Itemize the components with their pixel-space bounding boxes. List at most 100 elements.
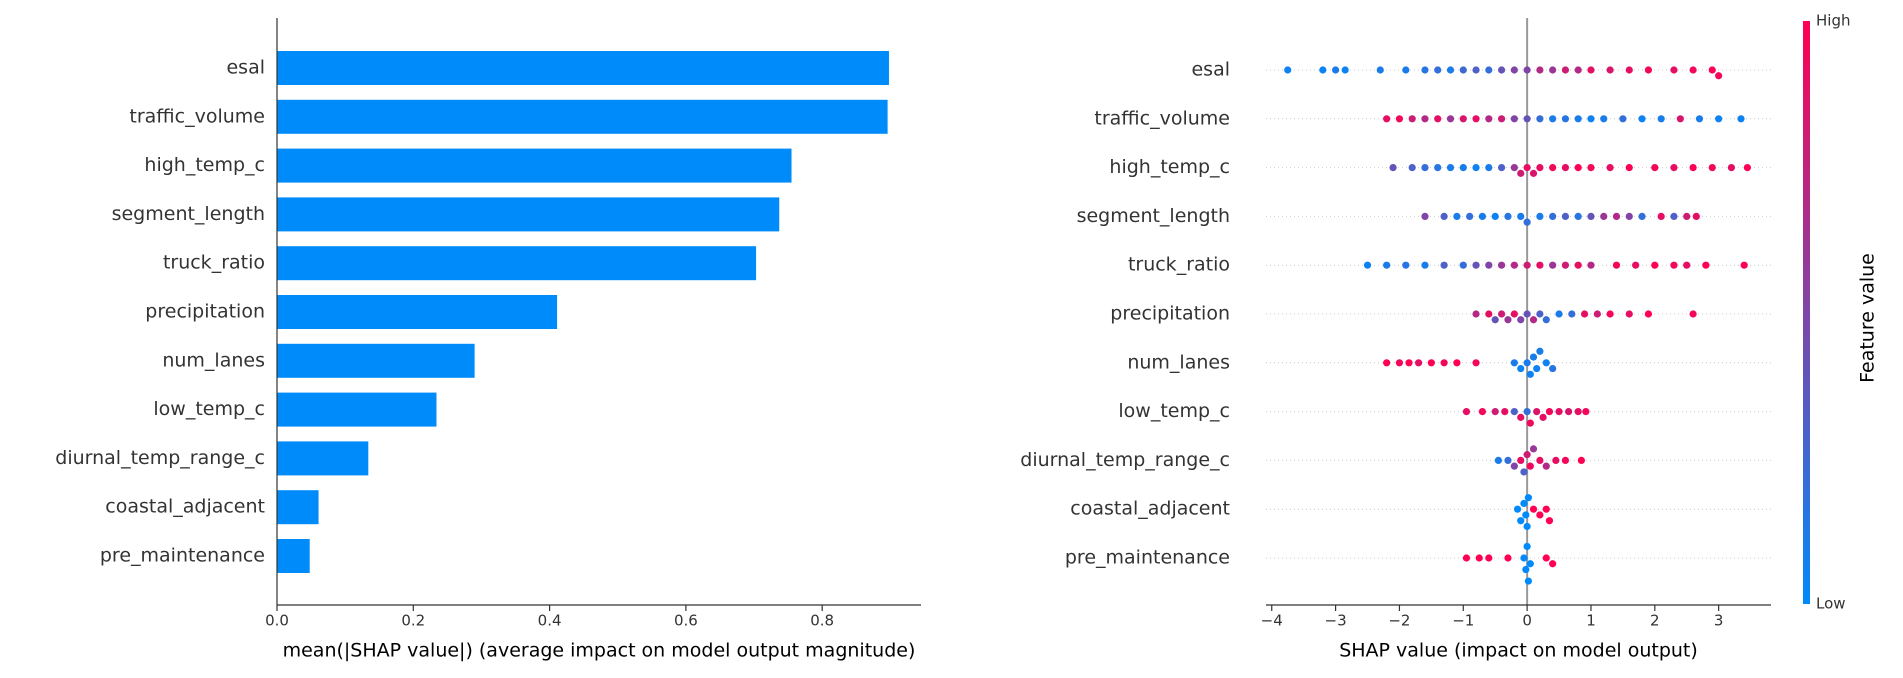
y-tick-label: segment_length [1077, 205, 1230, 227]
dot [1574, 66, 1582, 74]
dot [1520, 499, 1528, 508]
dot [1522, 511, 1530, 519]
bar [277, 490, 319, 525]
y-tick-label: high_temp_c [1109, 156, 1230, 178]
x-tick-label: 0.0 [265, 612, 289, 630]
dot [1574, 164, 1582, 172]
dot [1485, 310, 1493, 318]
dot [1606, 164, 1614, 172]
dot [1555, 408, 1563, 416]
dot [1689, 66, 1697, 74]
dot [1536, 456, 1544, 464]
dot [1475, 554, 1483, 562]
x-tick-label: −4 [1261, 612, 1283, 630]
dot [1440, 261, 1448, 269]
dot [1497, 164, 1506, 172]
dot [1491, 316, 1499, 324]
y-tick-label: high_temp_c [144, 154, 265, 176]
dot [1446, 66, 1455, 74]
dot [1542, 462, 1550, 470]
dot [1472, 359, 1480, 367]
y-tick-label: precipitation [145, 301, 265, 323]
dot [1517, 364, 1525, 373]
dot [1517, 413, 1525, 421]
dot [1580, 310, 1589, 318]
dot [1612, 261, 1621, 269]
dot [1524, 494, 1532, 502]
dot [1524, 577, 1532, 585]
dot [1561, 261, 1570, 269]
dot [1472, 115, 1480, 123]
dot [1485, 554, 1493, 562]
dot [1485, 66, 1493, 74]
dot [1459, 164, 1467, 172]
y-tick-label: num_lanes [162, 349, 265, 371]
dot [1497, 310, 1506, 318]
dot [1462, 408, 1471, 416]
dot [1582, 408, 1590, 416]
dot [1644, 310, 1653, 318]
dot [1472, 261, 1480, 269]
dot [1520, 468, 1528, 476]
dot [1459, 66, 1467, 74]
dot [1708, 164, 1716, 172]
dot [1459, 115, 1467, 123]
dot [1715, 115, 1723, 123]
dot [1341, 66, 1349, 74]
dot [1523, 261, 1531, 269]
dot [1536, 347, 1544, 355]
y-tick-label: traffic_volume [129, 105, 265, 127]
dot [1552, 456, 1560, 464]
dot [1434, 164, 1442, 172]
dot [1670, 212, 1678, 220]
x-tick-label: 0.2 [401, 612, 425, 630]
dot [1478, 408, 1487, 416]
x-axis-label: mean(|SHAP value|) (average impact on mo… [283, 640, 916, 662]
dot [1383, 115, 1391, 123]
dot [1561, 456, 1570, 464]
dot [1523, 408, 1531, 416]
dot [1625, 66, 1633, 74]
dot [1625, 310, 1633, 318]
x-tick-label: 0.6 [674, 612, 698, 630]
dot [1485, 261, 1493, 269]
dot [1539, 413, 1547, 421]
dot [1478, 212, 1487, 220]
dot [1727, 164, 1736, 172]
dot [1625, 164, 1633, 172]
dot [1555, 310, 1563, 318]
dot [1542, 554, 1550, 562]
dot [1376, 66, 1384, 74]
dot [1414, 359, 1423, 367]
dot [1523, 164, 1531, 172]
y-tick-label: coastal_adjacent [1070, 498, 1230, 520]
dot [1587, 261, 1595, 269]
dot [1708, 66, 1716, 74]
bar [277, 441, 369, 476]
dot [1526, 419, 1534, 427]
dot [1434, 66, 1442, 74]
dot [1740, 261, 1748, 269]
dot [1459, 261, 1467, 269]
dot [1651, 261, 1659, 269]
bar [277, 51, 889, 85]
dot [1549, 212, 1557, 220]
dot [1715, 72, 1723, 80]
dot [1510, 408, 1518, 416]
dot [1536, 310, 1544, 318]
dot [1421, 66, 1429, 74]
dot [1568, 310, 1576, 318]
dot [1513, 505, 1522, 513]
dot [1510, 462, 1518, 470]
dot [1657, 212, 1665, 220]
dot [1427, 359, 1435, 367]
y-tick-label: truck_ratio [1128, 254, 1230, 276]
dot [1497, 115, 1506, 123]
dot [1510, 310, 1518, 318]
dot [1600, 212, 1608, 220]
dot [1520, 554, 1528, 562]
dot [1549, 164, 1557, 172]
dot [1536, 164, 1544, 172]
dot [1510, 66, 1518, 74]
dot [1466, 212, 1474, 220]
